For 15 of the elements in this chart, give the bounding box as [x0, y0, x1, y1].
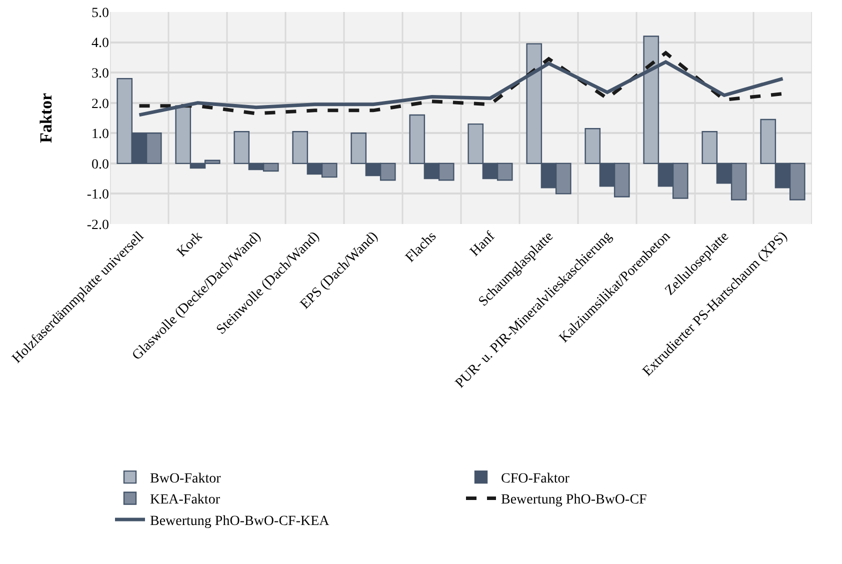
legend-label: CFO-Faktor [501, 472, 570, 486]
legend-label: Bewertung PhO-BwO-CF [501, 492, 648, 508]
y-axis-title: Faktor [36, 92, 56, 144]
y-tick-label: -1.0 [86, 188, 109, 203]
legend-label: KEA-Faktor [150, 492, 220, 508]
line-series [138, 51, 784, 116]
y-tick-label: 4.0 [92, 36, 109, 52]
legend-label: BwO-Faktor [150, 472, 222, 486]
y-tick-label: 3.0 [92, 66, 109, 82]
y-tick-label: 5.0 [92, 6, 109, 21]
y-tick-label: 0.0 [92, 157, 109, 172]
y-tick-label: 2.0 [92, 96, 109, 112]
legend-label: Bewertung PhO-BwO-CF-KEA [150, 514, 330, 529]
y-tick-label: -2.0 [86, 218, 109, 233]
y-tick-label: 1.0 [92, 127, 109, 142]
